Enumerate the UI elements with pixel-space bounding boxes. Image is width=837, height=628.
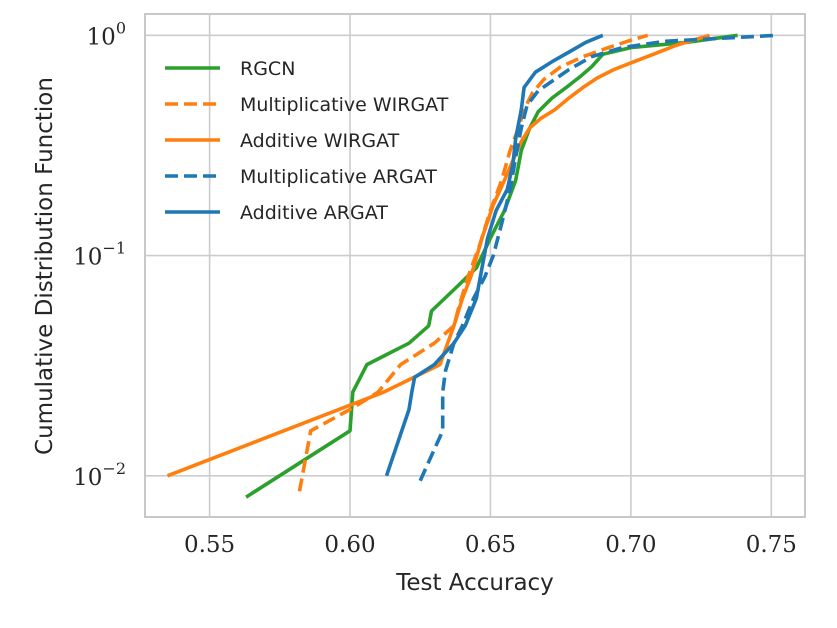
- series-lines: [166, 33, 777, 499]
- y-tick-label: 10−2: [73, 459, 126, 491]
- y-tick-exponent: −2: [102, 459, 126, 478]
- x-axis-label: Test Accuracy: [395, 570, 554, 596]
- x-tick-label: 0.65: [465, 532, 516, 558]
- y-tick-base: 10: [73, 245, 102, 271]
- series-line-4: [384, 33, 604, 477]
- legend: RGCN Multiplicative WIRGAT Additive WIRGAT…: [165, 58, 449, 224]
- legend-label: RGCN: [240, 58, 295, 80]
- x-tick-label: 0.70: [605, 532, 656, 558]
- x-tick-labels: 0.55 0.60 0.65 0.70 0.75: [184, 532, 797, 558]
- legend-label: Multiplicative WIRGAT: [240, 94, 449, 116]
- y-tick-exponent: 0: [116, 18, 126, 37]
- series-line-2: [166, 33, 711, 478]
- series-line-0: [245, 33, 738, 499]
- y-tick-exponent: −1: [102, 239, 126, 258]
- y-tick-base: 10: [87, 24, 116, 50]
- series-line-3: [418, 33, 777, 482]
- legend-label: Multiplicative ARGAT: [240, 166, 437, 188]
- x-tick-label: 0.55: [184, 532, 235, 558]
- plot-frame: [144, 13, 806, 518]
- legend-label: Additive ARGAT: [240, 202, 388, 224]
- series-line-1: [297, 33, 649, 492]
- y-axis-label: Cumulative Distribution Function: [32, 77, 58, 455]
- y-tick-label: 100: [87, 18, 126, 50]
- legend-label: Additive WIRGAT: [240, 130, 400, 152]
- y-tick-base: 10: [73, 465, 102, 491]
- x-tick-label: 0.60: [324, 532, 375, 558]
- y-tick-label: 10−1: [73, 239, 126, 271]
- x-tick-label: 0.75: [746, 532, 797, 558]
